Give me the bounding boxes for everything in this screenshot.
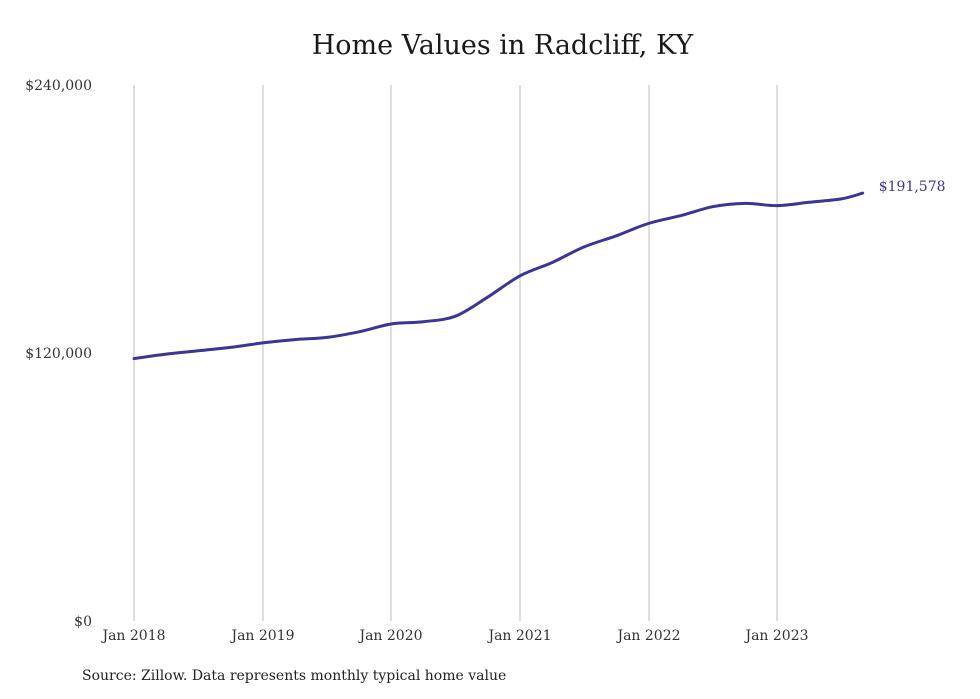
x-tick-label: Jan 2022 [615,628,680,644]
y-axis-labels: $0 $120,000 $240,000 [25,78,92,630]
x-axis-labels: Jan 2018 Jan 2019 Jan 2020 Jan 2021 Jan 2022… [100,628,808,644]
grid-lines [133,85,778,621]
y-tick-label: $240,000 [25,78,92,94]
end-value-label: $191,578 [879,179,946,195]
y-tick-label: $0 [74,614,92,630]
series-line [132,191,865,361]
source-note: Source: Zillow. Data represents monthly … [82,668,507,684]
x-tick-label: Jan 2018 [100,628,165,644]
chart-title: Home Values in Radcliff, KY [311,30,694,61]
x-tick-label: Jan 2023 [743,628,808,644]
x-tick-label: Jan 2019 [229,628,294,644]
x-tick-label: Jan 2021 [486,628,551,644]
y-tick-label: $120,000 [25,346,92,362]
x-tick-label: Jan 2020 [357,628,422,644]
